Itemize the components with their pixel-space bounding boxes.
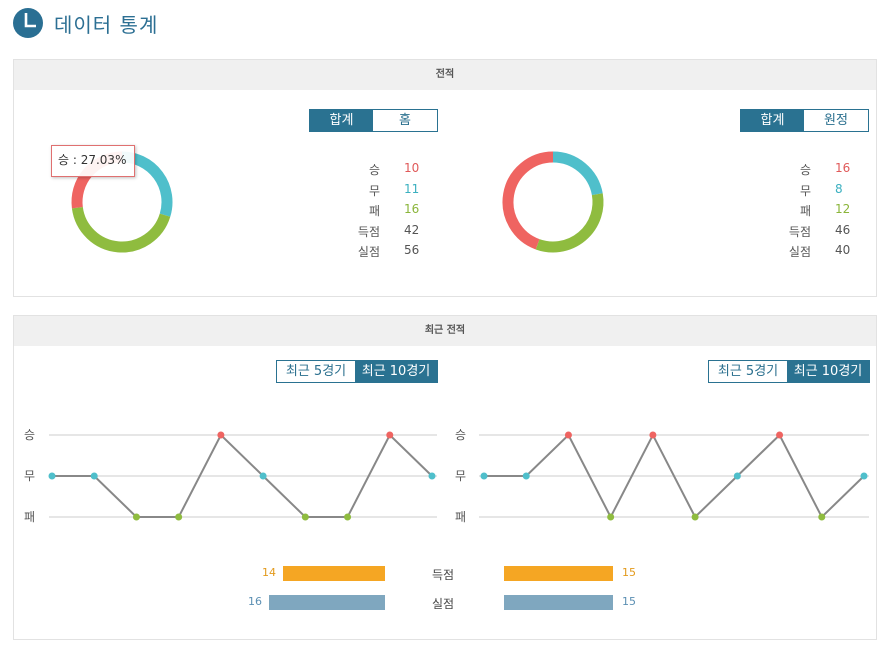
tab-home[interactable]: 홈	[399, 113, 411, 128]
donut-slice-win[interactable]	[502, 151, 554, 250]
stat-value: 56	[404, 243, 420, 258]
stat-value: 40	[835, 243, 851, 258]
conceded-right-bar	[504, 595, 613, 610]
stat-label: 실점	[357, 245, 380, 260]
result-point[interactable]	[564, 431, 572, 439]
record-panel-title: 전적	[14, 60, 876, 90]
conceded-label: 실점	[432, 597, 455, 611]
result-point[interactable]	[860, 472, 868, 480]
scored-right-value: 15	[622, 566, 636, 579]
stat-label: 승	[368, 163, 380, 177]
left-record-toggle: 합계 홈	[309, 109, 438, 132]
y-axis-label: 무	[24, 469, 35, 483]
result-point[interactable]	[259, 472, 267, 480]
result-point[interactable]	[522, 472, 530, 480]
conceded-right-value: 15	[622, 595, 636, 608]
result-point[interactable]	[691, 513, 699, 521]
conceded-left-value: 16	[248, 595, 262, 608]
stat-value: 42	[404, 222, 420, 237]
result-point[interactable]	[217, 431, 225, 439]
y-axis-label: 승	[24, 428, 35, 442]
tab-recent-5[interactable]: 최근 5경기	[717, 364, 779, 379]
result-point[interactable]	[386, 431, 394, 439]
pie-chart-icon	[13, 8, 43, 38]
y-axis-label: 무	[455, 469, 466, 483]
y-axis-label: 패	[24, 510, 35, 524]
tab-recent-10[interactable]: 최근 10경기	[787, 361, 869, 382]
stat-label: 득점	[357, 224, 380, 239]
result-point[interactable]	[733, 472, 741, 480]
tab-recent-5[interactable]: 최근 5경기	[285, 364, 347, 379]
page-header: 데이터 통계	[12, 4, 158, 42]
tab-recent-10[interactable]: 최근 10경기	[355, 361, 437, 382]
result-point[interactable]	[607, 513, 615, 521]
left-recent-line-chart: 승무패	[24, 428, 437, 524]
result-point[interactable]	[132, 513, 140, 521]
result-point[interactable]	[649, 431, 657, 439]
result-point[interactable]	[175, 513, 183, 521]
donut-slice-loss[interactable]	[535, 193, 604, 253]
scored-left-bar	[283, 566, 385, 581]
tab-away[interactable]: 원정	[824, 113, 848, 128]
right-recent-toggle: 최근 5경기 최근 10경기	[708, 360, 870, 383]
donut-slice-draw[interactable]	[552, 151, 603, 196]
result-point[interactable]	[48, 472, 56, 480]
result-point[interactable]	[818, 513, 826, 521]
stat-label: 득점	[788, 224, 811, 239]
scored-right-bar	[504, 566, 613, 581]
result-point[interactable]	[480, 472, 488, 480]
stat-value: 11	[404, 181, 420, 196]
results-line	[484, 432, 865, 520]
y-axis-label: 승	[455, 428, 466, 442]
left-recent-toggle: 최근 5경기 최근 10경기	[276, 360, 438, 383]
stat-label: 실점	[788, 245, 811, 260]
stat-value: 12	[835, 202, 851, 217]
tab-total[interactable]: 합계	[310, 110, 373, 131]
result-point[interactable]	[301, 513, 309, 521]
recent-panel-title: 최근 전적	[14, 316, 876, 346]
conceded-left-bar	[269, 595, 385, 610]
stat-value: 46	[835, 222, 851, 237]
scored-label: 득점	[432, 568, 455, 582]
right-record-toggle: 합계 원정	[740, 109, 869, 132]
result-point[interactable]	[344, 513, 352, 521]
right-recent-line-chart: 승무패	[455, 428, 869, 524]
tab-total[interactable]: 합계	[741, 110, 804, 131]
donut-tooltip: 승 : 27.03%	[51, 145, 135, 177]
stat-label: 승	[799, 163, 811, 177]
stat-value: 8	[835, 181, 843, 196]
result-point[interactable]	[776, 431, 784, 439]
stat-label: 무	[368, 183, 380, 198]
stat-label: 무	[799, 183, 811, 198]
right-donut-chart	[502, 151, 604, 253]
results-line	[52, 433, 433, 518]
stat-value: 10	[404, 161, 420, 175]
stat-label: 패	[799, 204, 811, 219]
stat-label: 패	[368, 204, 380, 219]
stat-value: 16	[404, 202, 420, 217]
donut-slice-loss[interactable]	[71, 206, 171, 253]
result-point[interactable]	[428, 472, 436, 480]
scored-left-value: 14	[262, 566, 276, 579]
stat-value: 16	[835, 161, 851, 175]
page-title: 데이터 통계	[54, 12, 159, 37]
result-point[interactable]	[90, 472, 98, 480]
y-axis-label: 패	[455, 510, 466, 524]
